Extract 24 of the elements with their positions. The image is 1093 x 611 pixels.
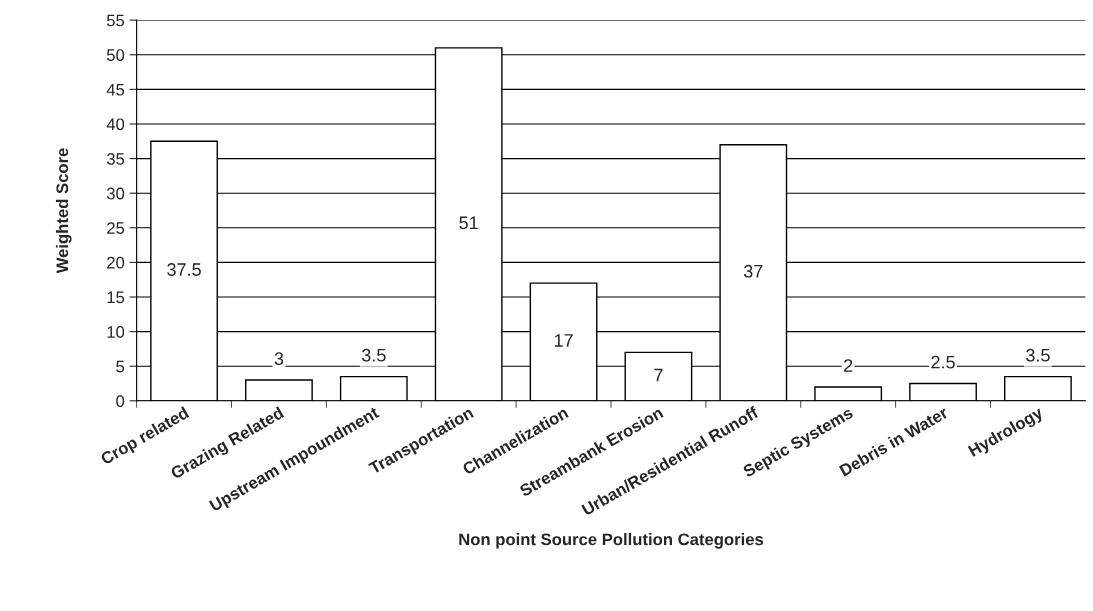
y-tick-label: 25 — [107, 222, 125, 234]
y-tick-label: 50 — [106, 49, 125, 61]
y-axis-title: Weighted Score — [55, 148, 72, 274]
data-label: 3 — [274, 352, 284, 366]
y-tick-label: 0 — [116, 395, 125, 408]
y-tick-label: 30 — [106, 187, 125, 200]
data-label: 2 — [844, 359, 853, 372]
y-tick-label: 45 — [106, 83, 125, 96]
y-tick-label: 20 — [107, 256, 125, 269]
y-tick-label: 5 — [116, 360, 125, 373]
data-label: 37.5 — [167, 263, 201, 276]
y-tick-label: 15 — [107, 291, 125, 304]
y-tick-label: 35 — [106, 152, 125, 165]
data-label: 3.5 — [361, 348, 386, 362]
y-tick-label: 55 — [106, 14, 125, 27]
y-tick-label: 10 — [107, 326, 125, 338]
data-label: 2.5 — [931, 355, 955, 369]
x-axis-title: Non point Source Pollution Categories — [459, 533, 764, 549]
data-label: 51 — [459, 216, 478, 230]
data-label: 3.5 — [1026, 348, 1050, 362]
data-label: 17 — [554, 334, 573, 347]
data-label: 37 — [743, 264, 763, 278]
y-tick-label: 40 — [106, 118, 125, 131]
data-label: 7 — [654, 368, 663, 382]
